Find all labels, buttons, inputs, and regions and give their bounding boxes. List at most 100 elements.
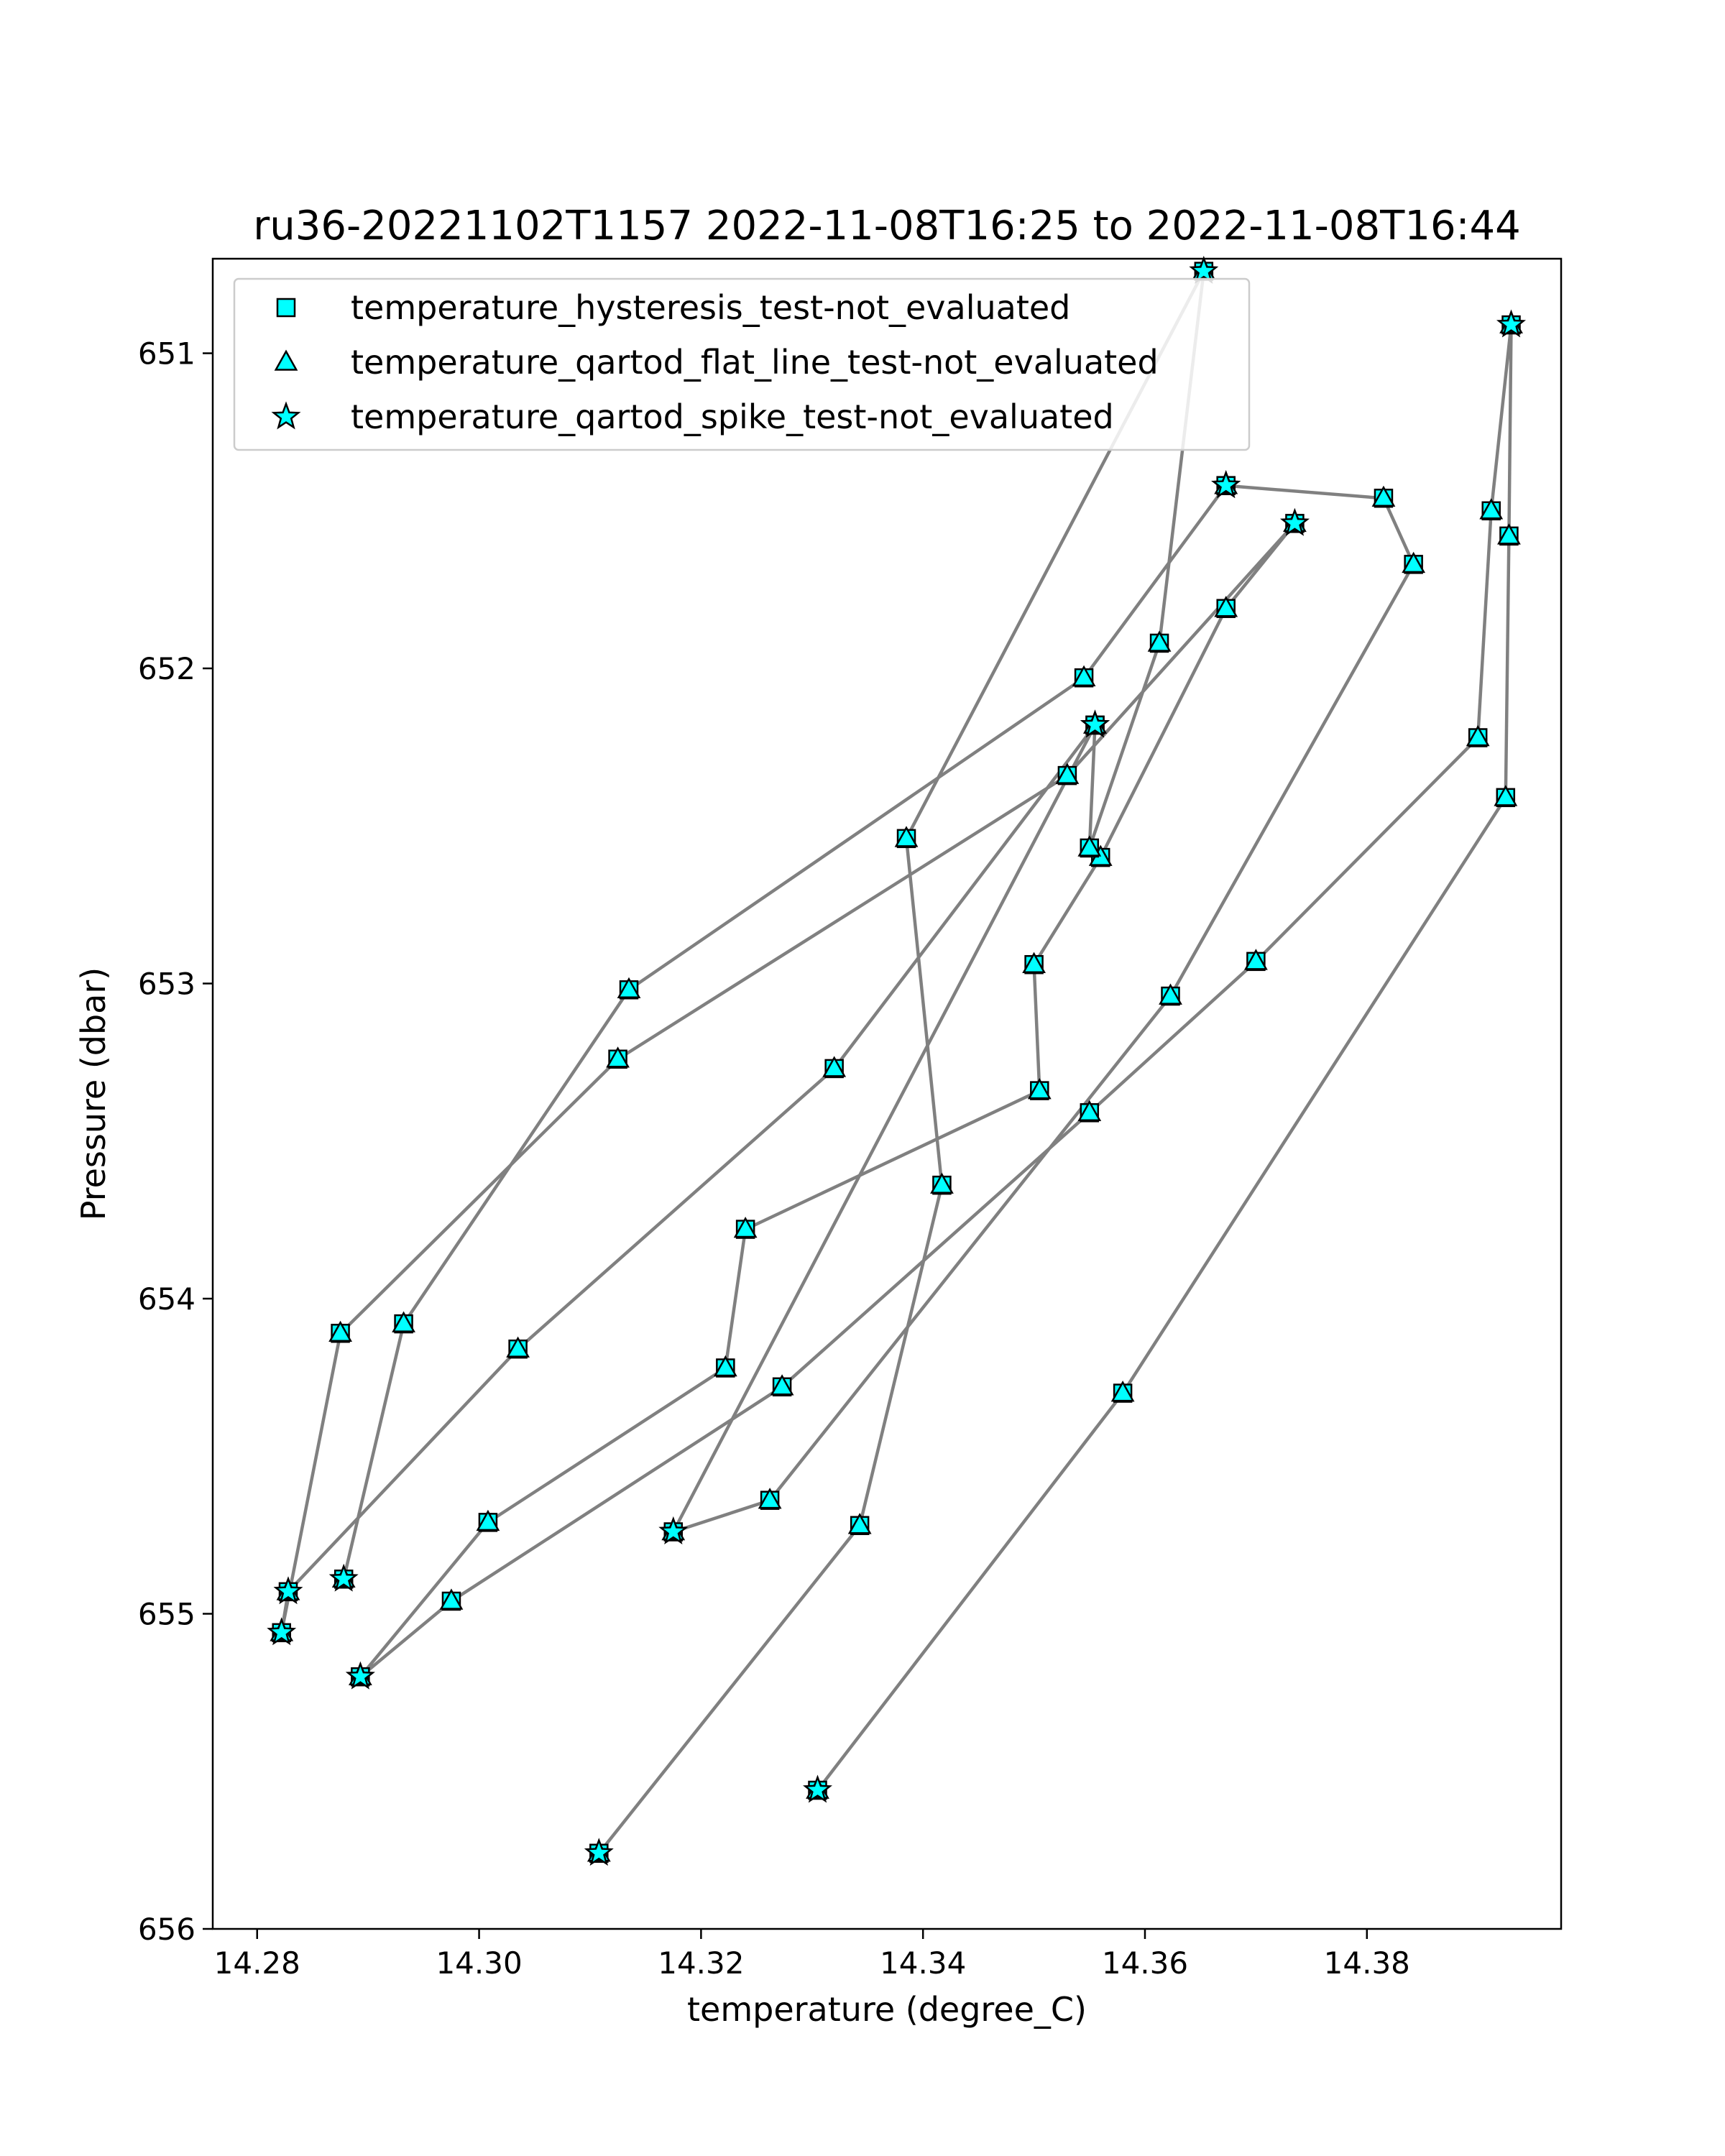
y-tick-label: 655 bbox=[138, 1597, 196, 1632]
profile-line-1 bbox=[671, 484, 1415, 1534]
flat-line-triangle-marker bbox=[1027, 1078, 1052, 1100]
flat-line-triangle-marker bbox=[1244, 949, 1268, 970]
x-tick-label: 14.34 bbox=[880, 1945, 966, 1981]
flat-line-triangle-marker bbox=[1466, 724, 1490, 747]
data-point bbox=[894, 826, 919, 849]
y-tick-label: 656 bbox=[138, 1912, 196, 1947]
data-point bbox=[345, 1661, 375, 1690]
flat-line-triangle-marker bbox=[1022, 952, 1046, 973]
x-tick-label: 14.32 bbox=[658, 1945, 744, 1981]
data-point bbox=[584, 1838, 614, 1866]
flat-line-triangle-marker bbox=[1147, 630, 1172, 652]
x-tick-label: 14.28 bbox=[214, 1945, 300, 1981]
data-point bbox=[328, 1320, 352, 1343]
flat-line-triangle-marker bbox=[1077, 1100, 1102, 1122]
flat-line-triangle-marker bbox=[930, 1172, 954, 1194]
flat-line-triangle-marker bbox=[328, 1320, 352, 1342]
y-axis-ticks: 651 652 653 654 655 656 bbox=[138, 336, 213, 1947]
flat-line-triangle-marker bbox=[1479, 498, 1504, 520]
data-point bbox=[1072, 665, 1096, 688]
flat-line-triangle-marker bbox=[617, 977, 641, 999]
data-point bbox=[713, 1355, 737, 1378]
legend-label: temperature_hysteresis_test-not_evaluate… bbox=[351, 288, 1070, 327]
data-point bbox=[1214, 596, 1238, 618]
data-point bbox=[1055, 763, 1080, 786]
x-tick-label: 14.36 bbox=[1102, 1945, 1188, 1981]
data-point bbox=[476, 1509, 500, 1532]
legend-item: temperature_qartod_spike_test-not_evalua… bbox=[271, 397, 1114, 436]
flat-line-triangle-marker bbox=[439, 1588, 464, 1610]
flat-line-triangle-marker bbox=[1371, 485, 1396, 507]
data-point bbox=[658, 1516, 689, 1544]
spike-star-marker bbox=[803, 1774, 832, 1803]
data-point bbox=[1027, 1078, 1052, 1100]
data-point bbox=[273, 1576, 303, 1605]
y-tick-label: 654 bbox=[138, 1281, 196, 1317]
data-point bbox=[1211, 470, 1241, 499]
data-point bbox=[1497, 523, 1521, 546]
legend-label: temperature_qartod_flat_line_test-not_ev… bbox=[351, 343, 1159, 382]
data-point bbox=[1494, 785, 1518, 808]
data-point bbox=[1279, 507, 1310, 536]
data-point bbox=[822, 1056, 847, 1079]
y-tick-label: 652 bbox=[138, 651, 196, 686]
data-point bbox=[1402, 551, 1426, 574]
data-point bbox=[267, 1617, 297, 1646]
data-point bbox=[1479, 498, 1504, 521]
data-point bbox=[617, 977, 641, 1000]
flat-line-triangle-marker bbox=[476, 1509, 500, 1531]
axes-frame bbox=[211, 257, 1563, 1930]
data-point bbox=[1080, 709, 1110, 738]
flat-line-triangle-marker bbox=[1402, 551, 1426, 573]
flat-line-triangle-marker bbox=[1159, 983, 1182, 1005]
legend-square-marker bbox=[276, 298, 296, 318]
data-point bbox=[758, 1488, 782, 1510]
flat-line-triangle-marker bbox=[1494, 785, 1518, 806]
data-point bbox=[506, 1336, 530, 1359]
legend-box bbox=[233, 277, 1251, 451]
spike-star-marker bbox=[1189, 255, 1219, 284]
spike-star-marker bbox=[345, 1661, 375, 1690]
chart-title: ru36-20221102T1157 2022-11-08T16:25 to 2… bbox=[253, 203, 1520, 249]
flat-line-triangle-marker bbox=[1214, 596, 1238, 617]
flat-line-triangle-marker bbox=[1110, 1381, 1135, 1402]
data-point bbox=[770, 1374, 794, 1397]
flat-line-triangle-marker bbox=[606, 1046, 630, 1068]
flat-line-triangle-marker bbox=[847, 1513, 872, 1534]
spike-star-marker bbox=[1279, 507, 1310, 536]
spike-star-marker bbox=[328, 1563, 359, 1592]
spike-star-marker bbox=[1080, 709, 1110, 738]
legend-triangle-marker bbox=[274, 349, 298, 371]
data-point bbox=[1077, 1100, 1102, 1123]
flat-line-triangle-marker bbox=[894, 826, 919, 847]
x-tick-label: 14.30 bbox=[436, 1945, 522, 1981]
data-point bbox=[606, 1046, 630, 1069]
data-point bbox=[1077, 835, 1102, 858]
flat-line-triangle-marker bbox=[758, 1488, 782, 1509]
legend-label: temperature_qartod_spike_test-not_evalua… bbox=[351, 397, 1114, 436]
flat-line-triangle-marker bbox=[392, 1311, 415, 1332]
legend-item: temperature_qartod_flat_line_test-not_ev… bbox=[274, 343, 1159, 382]
flat-line-triangle-marker bbox=[733, 1216, 758, 1238]
x-tick-label: 14.38 bbox=[1324, 1945, 1410, 1981]
profile-line-0 bbox=[280, 270, 1513, 1855]
data-point bbox=[1147, 630, 1172, 653]
data-point bbox=[930, 1172, 954, 1195]
flat-line-triangle-marker bbox=[1055, 763, 1080, 784]
flat-line-triangle-marker bbox=[1077, 835, 1102, 857]
data-point bbox=[392, 1311, 415, 1334]
y-tick-label: 653 bbox=[138, 967, 196, 1002]
spike-star-marker bbox=[267, 1617, 297, 1646]
profile-line-2 bbox=[342, 484, 1228, 1580]
spike-star-marker bbox=[273, 1576, 303, 1605]
flat-line-triangle-marker bbox=[506, 1336, 530, 1358]
data-point bbox=[1022, 952, 1046, 975]
data-point bbox=[1159, 983, 1182, 1006]
spike-star-marker bbox=[1496, 309, 1527, 338]
spike-star-marker bbox=[1211, 470, 1241, 499]
legend-item: temperature_hysteresis_test-not_evaluate… bbox=[276, 288, 1070, 327]
x-axis-label: temperature (degree_C) bbox=[687, 1990, 1087, 2029]
data-point bbox=[1371, 485, 1396, 508]
data-point bbox=[1496, 309, 1527, 338]
data-point bbox=[1110, 1381, 1135, 1403]
